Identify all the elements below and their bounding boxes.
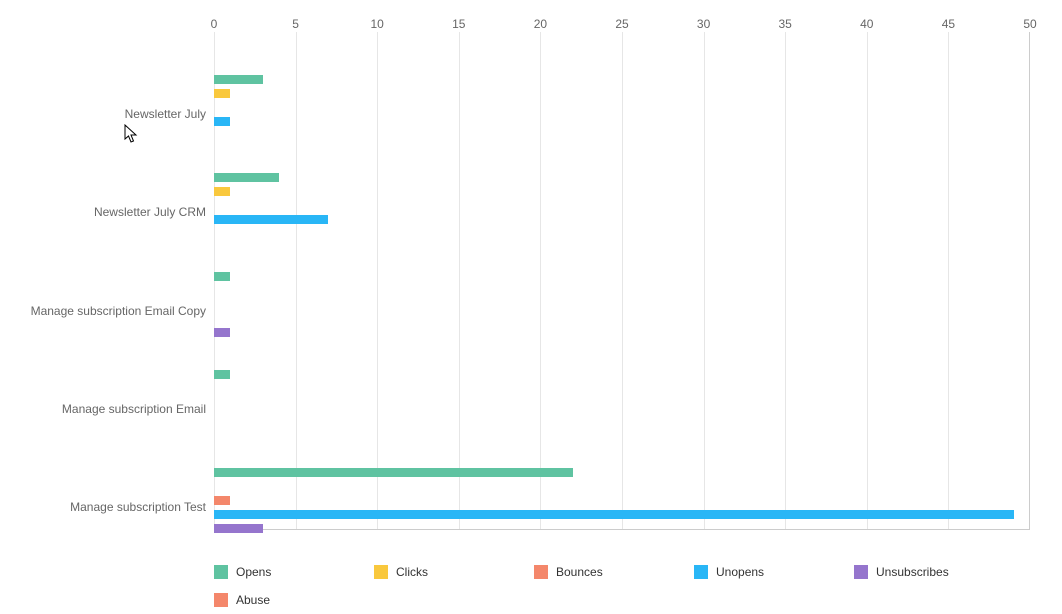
legend-item-opens[interactable]: Opens — [214, 558, 374, 586]
bar[interactable] — [214, 75, 263, 84]
gridline — [867, 32, 868, 529]
bar[interactable] — [214, 496, 230, 505]
gridline — [214, 32, 215, 529]
legend-item-clicks[interactable]: Clicks — [374, 558, 534, 586]
legend-item-unopens[interactable]: Unopens — [694, 558, 854, 586]
legend-swatch — [374, 565, 388, 579]
x-tick-15: 15 — [452, 17, 465, 31]
legend-label: Unsubscribes — [876, 565, 949, 579]
legend-item-unsubscribes[interactable]: Unsubscribes — [854, 558, 1014, 586]
legend-label: Opens — [236, 565, 271, 579]
bar[interactable] — [214, 272, 230, 281]
x-tick-25: 25 — [615, 17, 628, 31]
bar[interactable] — [214, 173, 279, 182]
bar[interactable] — [214, 187, 230, 196]
legend-swatch — [214, 565, 228, 579]
gridline — [622, 32, 623, 529]
gridline — [459, 32, 460, 529]
bar[interactable] — [214, 370, 230, 379]
gridline — [785, 32, 786, 529]
y-category-0: Newsletter July — [125, 107, 206, 121]
x-tick-30: 30 — [697, 17, 710, 31]
bar[interactable] — [214, 215, 328, 224]
legend-item-abuse[interactable]: Abuse — [214, 586, 374, 614]
legend-label: Bounces — [556, 565, 603, 579]
gridline — [948, 32, 949, 529]
gridline — [540, 32, 541, 529]
cursor-icon — [124, 124, 140, 144]
x-tick-45: 45 — [942, 17, 955, 31]
y-category-4: Manage subscription Test — [70, 500, 206, 514]
bar[interactable] — [214, 328, 230, 337]
y-category-3: Manage subscription Email — [62, 402, 206, 416]
bar[interactable] — [214, 524, 263, 533]
x-tick-10: 10 — [371, 17, 384, 31]
legend-item-bounces[interactable]: Bounces — [534, 558, 694, 586]
legend-label: Clicks — [396, 565, 428, 579]
legend-label: Unopens — [716, 565, 764, 579]
bar[interactable] — [214, 468, 573, 477]
legend-swatch — [854, 565, 868, 579]
legend: Opens Clicks Bounces Unopens Unsubscribe… — [214, 558, 1030, 614]
x-tick-40: 40 — [860, 17, 873, 31]
x-tick-5: 5 — [292, 17, 299, 31]
bar[interactable] — [214, 510, 1014, 519]
bar[interactable] — [214, 89, 230, 98]
legend-swatch — [694, 565, 708, 579]
x-tick-20: 20 — [534, 17, 547, 31]
x-tick-50: 50 — [1023, 17, 1036, 31]
y-category-2: Manage subscription Email Copy — [31, 304, 206, 318]
x-tick-0: 0 — [211, 17, 218, 31]
gridline — [704, 32, 705, 529]
plot-area — [214, 32, 1030, 530]
y-category-1: Newsletter July CRM — [94, 205, 206, 219]
legend-swatch — [214, 593, 228, 607]
bar[interactable] — [214, 117, 230, 126]
gridline — [296, 32, 297, 529]
gridline — [377, 32, 378, 529]
email-campaign-chart: 0 5 10 15 20 25 30 35 40 45 50 Newslette… — [0, 0, 1062, 608]
legend-swatch — [534, 565, 548, 579]
x-tick-35: 35 — [779, 17, 792, 31]
legend-label: Abuse — [236, 593, 270, 607]
